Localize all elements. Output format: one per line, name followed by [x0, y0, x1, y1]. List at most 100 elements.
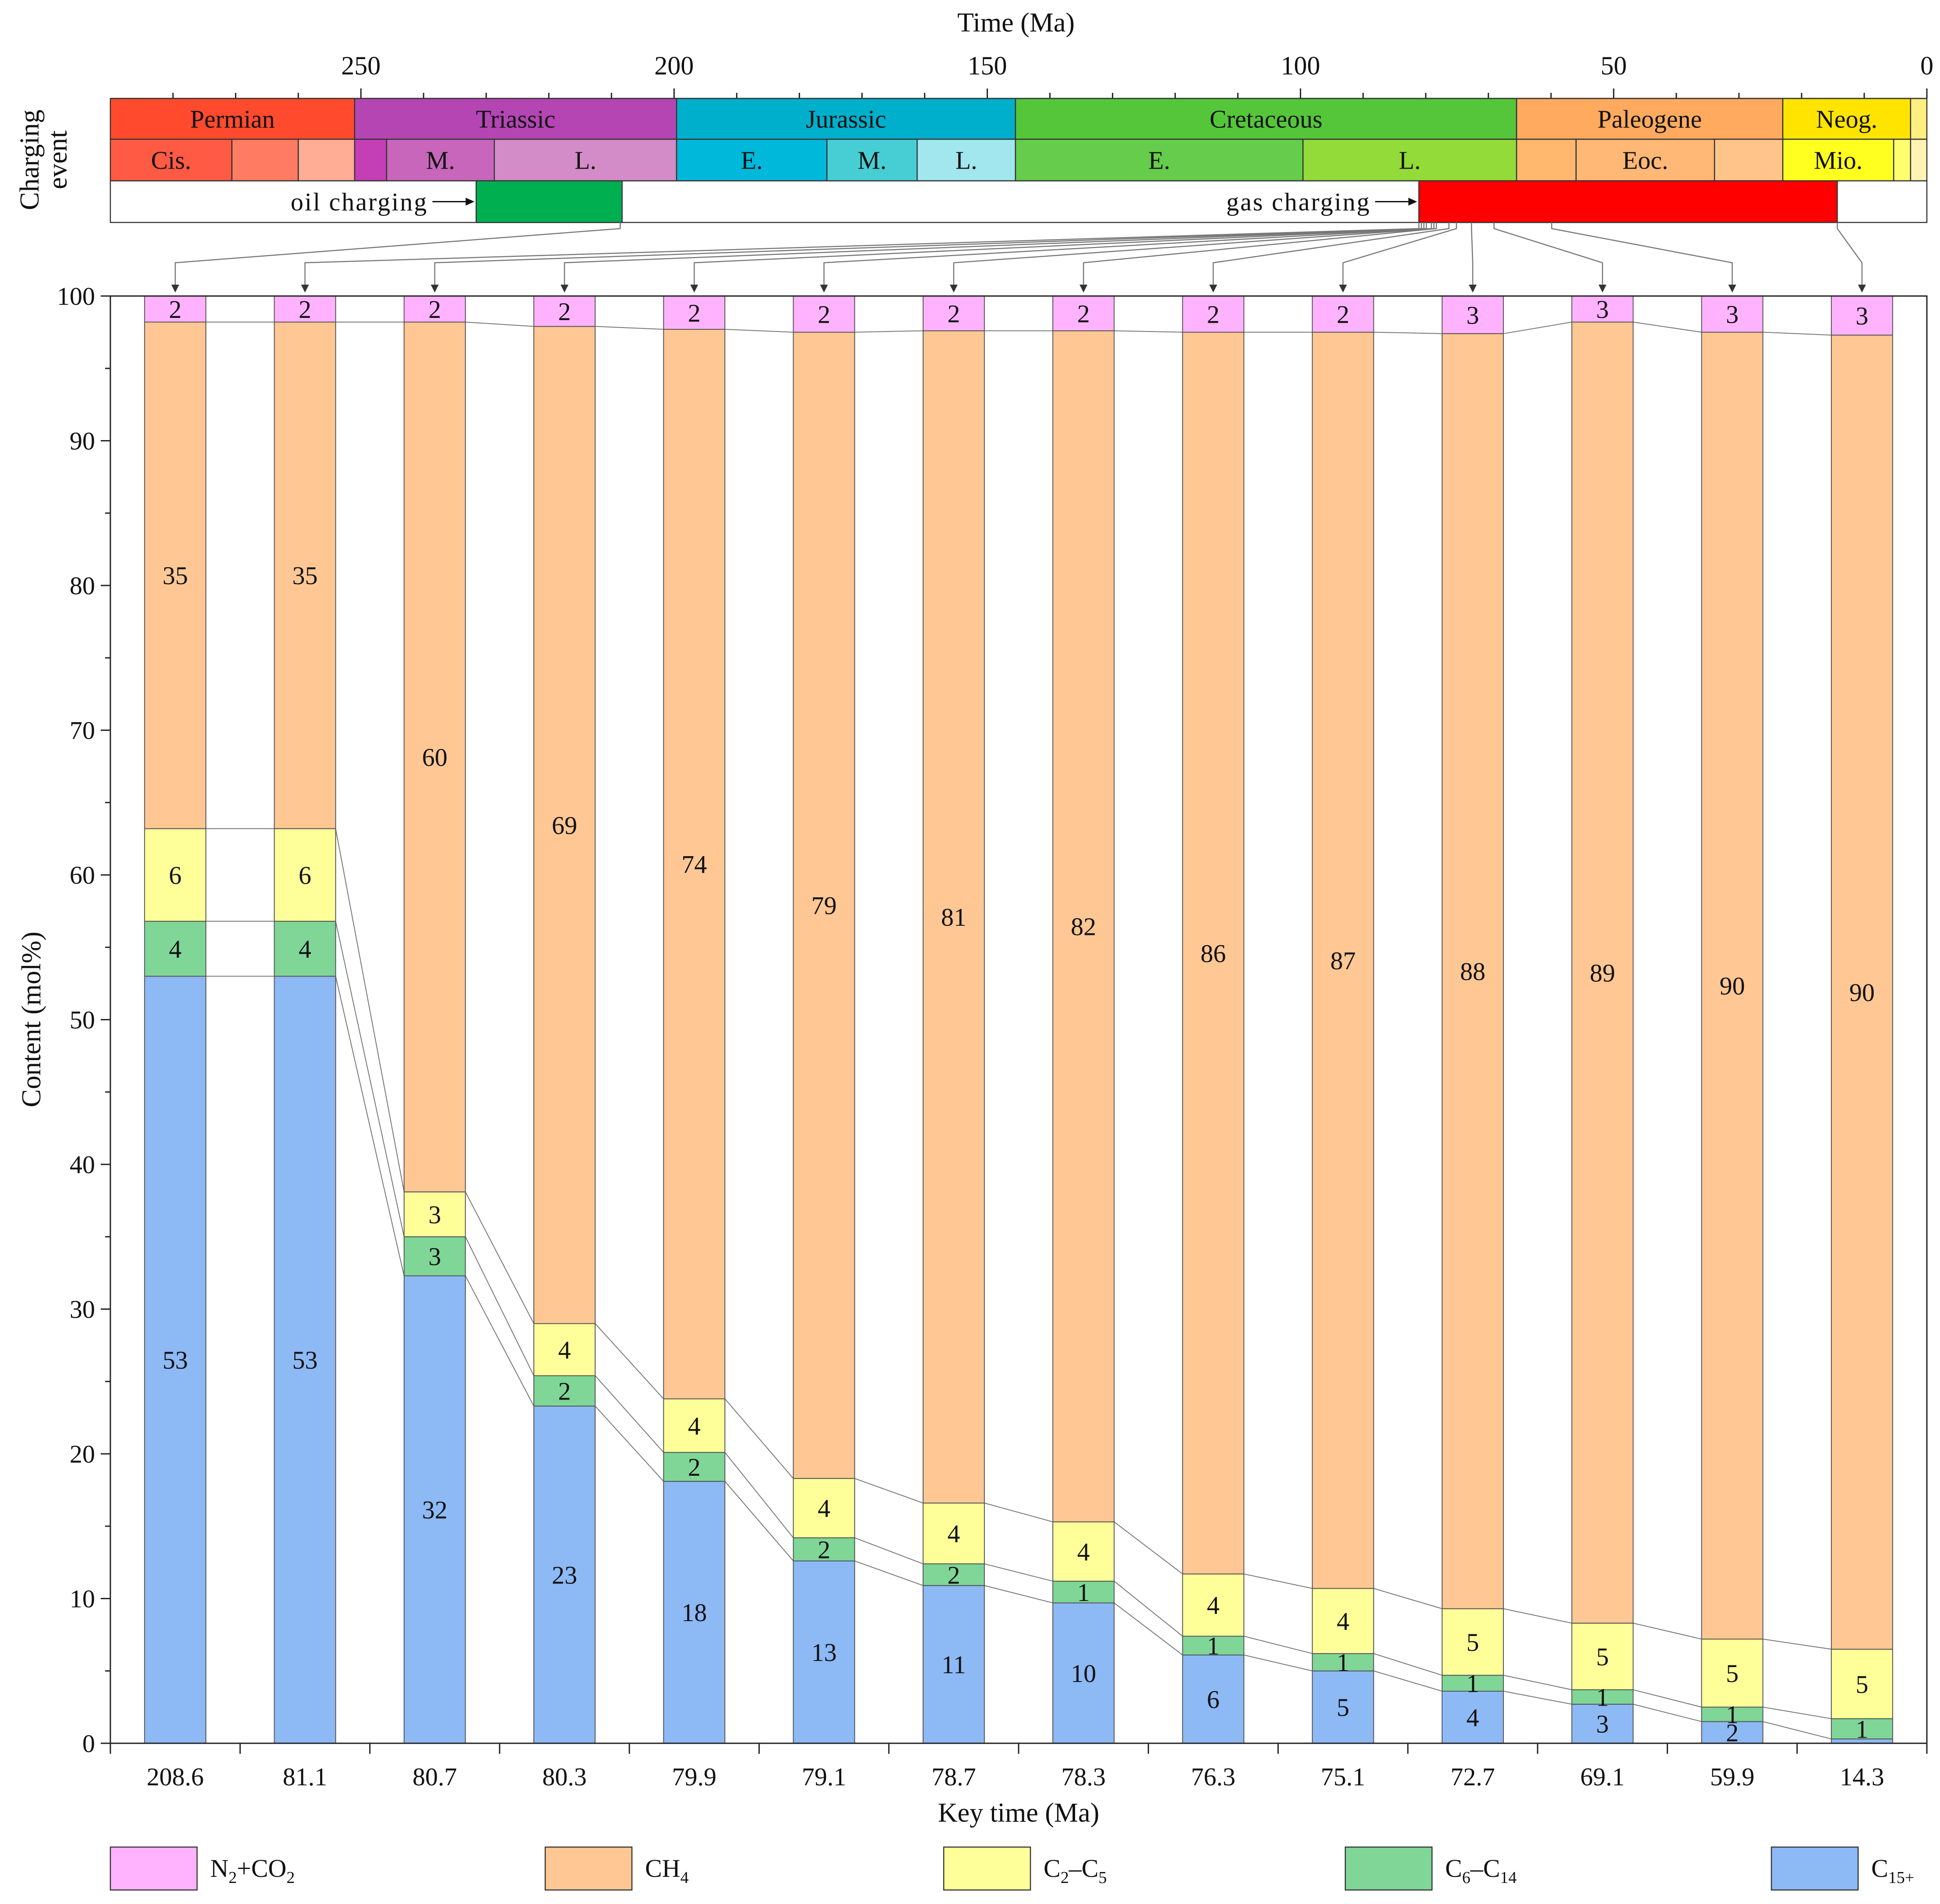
epoch-block	[354, 138, 388, 182]
epoch-block	[1302, 138, 1517, 182]
bar-value-label: 2	[169, 295, 182, 324]
x-tick-label: 14.3	[1840, 1763, 1884, 1791]
bar-value-label: 2	[688, 1453, 701, 1481]
legend-label-c6c14: C6–C14	[1445, 1854, 1517, 1887]
bar-value-label: 87	[1330, 946, 1356, 975]
bar-segment-ch4	[793, 331, 855, 1479]
bar-value-label: 5	[1467, 1628, 1479, 1657]
epoch-label: L.	[1399, 146, 1421, 175]
time-connector-arrowhead	[949, 285, 958, 293]
bar-value-label: 5	[1337, 1693, 1349, 1722]
epoch-block	[297, 138, 356, 182]
bar-segment-ch4	[922, 330, 985, 1504]
x-tick-label: 72.7	[1450, 1763, 1495, 1791]
bar-segment-n2co2	[1442, 296, 1504, 334]
time-connector-arrowhead	[820, 285, 828, 293]
bar-segment-ch4	[1182, 331, 1245, 1575]
bar-value-label: 74	[681, 850, 707, 879]
bar-link-line	[465, 1276, 534, 1407]
bar-value-label: 79	[811, 892, 837, 920]
bar-value-label: 5	[1855, 1670, 1868, 1699]
bar-value-label: 32	[422, 1496, 448, 1524]
bar-value-label: 53	[292, 1346, 317, 1374]
bar-link-lines	[206, 321, 1832, 1740]
bar-segment-c6c14	[1571, 1689, 1634, 1705]
time-connector-line	[564, 222, 1425, 288]
epoch-label: M.	[857, 146, 886, 175]
y-tick-label: 10	[70, 1585, 95, 1613]
bar-value-label: 2	[688, 299, 701, 327]
bar-value-label: 88	[1460, 957, 1485, 986]
bar-value-label: 11	[942, 1650, 966, 1679]
bar-value-label: 3	[1726, 300, 1739, 329]
bar-link-line	[1503, 1608, 1572, 1624]
bar-value-label: 4	[818, 1494, 830, 1523]
period-block	[1910, 98, 1928, 140]
epoch-block	[1516, 138, 1577, 182]
bar-link-line	[1114, 330, 1183, 333]
bar-segment-c15	[533, 1405, 596, 1744]
x-tick-label: 59.9	[1710, 1763, 1755, 1791]
stacked-bars	[144, 296, 1893, 1744]
bar-link-line	[1373, 1588, 1443, 1609]
bar-value-label: 2	[818, 1535, 830, 1564]
x-tick-label: 75.1	[1321, 1763, 1365, 1791]
bar-link-line	[854, 1537, 924, 1565]
period-row: Permian Triassic Jurassic Cretaceous Paleoge…	[109, 98, 1928, 140]
bar-value-label: 1	[1077, 1578, 1090, 1607]
bar-segment-c6c14	[793, 1537, 855, 1562]
bar-link-line	[1244, 1573, 1312, 1589]
period-label: Triassic	[476, 105, 556, 134]
bar-value-label: 6	[1207, 1685, 1220, 1714]
bar-segment-n2co2	[793, 296, 855, 333]
time-connector-arrowhead	[1469, 285, 1477, 293]
bar-segment-c15	[922, 1585, 985, 1744]
time-connector-arrowhead	[1858, 285, 1866, 293]
time-connector-arrowhead	[430, 285, 439, 293]
bar-value-label: 10	[1071, 1659, 1096, 1688]
time-connector-line	[1493, 222, 1603, 288]
bar-segment-c2c5	[274, 828, 336, 922]
bar-value-label: 3	[428, 1200, 441, 1229]
legend-label-ch4: CH4	[645, 1854, 689, 1887]
time-connector-line	[1551, 222, 1733, 288]
x-tick-label: 208.6	[147, 1763, 204, 1791]
bar-value-label: 2	[1077, 300, 1090, 328]
bar-value-label: 81	[941, 903, 966, 931]
oil-charging-bar	[476, 180, 623, 223]
charging-event-row: oil charging gas charging	[109, 180, 1928, 223]
bar-value-label: 1	[1207, 1632, 1220, 1660]
bar-segment-c2c5	[663, 1398, 726, 1453]
time-connector-line	[1342, 222, 1457, 288]
bar-value-label: 4	[1337, 1607, 1349, 1636]
y-tick-label: 80	[70, 571, 95, 600]
bar-segment-c15	[1182, 1654, 1245, 1744]
bar-segment-ch4	[1701, 331, 1764, 1640]
bar-value-label: 4	[947, 1520, 960, 1548]
bar-value-label: 4	[1077, 1537, 1090, 1566]
legend-swatch-c15	[1771, 1846, 1859, 1891]
epoch-block	[386, 138, 495, 182]
bar-link-line	[854, 330, 923, 333]
legend-swatch-ch4	[544, 1846, 633, 1891]
bar-segment-c15	[1442, 1691, 1504, 1744]
epoch-label: E.	[741, 146, 763, 175]
bar-value-label: 3	[428, 1242, 441, 1271]
time-connector-arrowhead	[1079, 285, 1088, 293]
bar-value-label: 1	[1726, 1700, 1739, 1729]
time-connector-line	[1837, 222, 1863, 288]
legend-text-part: C	[1044, 1854, 1061, 1883]
gas-charging-bar	[1418, 180, 1838, 223]
bar-link-line	[1763, 331, 1831, 336]
y-axis-label: Content (mol%)	[17, 931, 46, 1107]
epoch-label: Eoc.	[1623, 146, 1668, 175]
bar-value-label: 4	[558, 1336, 571, 1364]
time-connector-line	[1471, 222, 1474, 288]
bar-link-line	[1503, 321, 1572, 334]
bar-value-label: 6	[299, 861, 311, 889]
bar-value-label: 69	[552, 811, 577, 839]
bar-link-line	[1244, 1636, 1312, 1654]
bar-value-label: 4	[1207, 1591, 1220, 1620]
period-block	[1516, 98, 1784, 140]
